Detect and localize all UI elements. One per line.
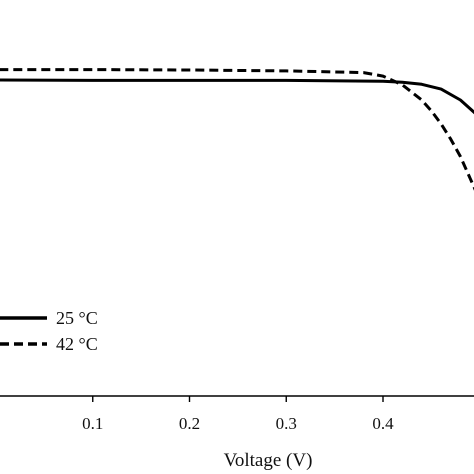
- x-tick-labels: 0.1 0.2 0.3 0.4: [82, 414, 394, 433]
- x-tick-label: 0.3: [276, 414, 297, 433]
- legend-label-42c: 42 °C: [56, 334, 98, 354]
- x-axis-title: Voltage (V): [224, 450, 313, 471]
- legend: 25 °C 42 °C: [0, 308, 98, 354]
- legend-label-25c: 25 °C: [56, 308, 98, 328]
- x-tick-label: 0.4: [372, 414, 394, 433]
- series-line-25c: [0, 78, 474, 115]
- x-axis: [0, 395, 474, 402]
- series-lines: [0, 68, 474, 191]
- x-tick-label: 0.1: [82, 414, 103, 433]
- x-tick-label: 0.2: [179, 414, 200, 433]
- series-line-42c: [0, 68, 474, 191]
